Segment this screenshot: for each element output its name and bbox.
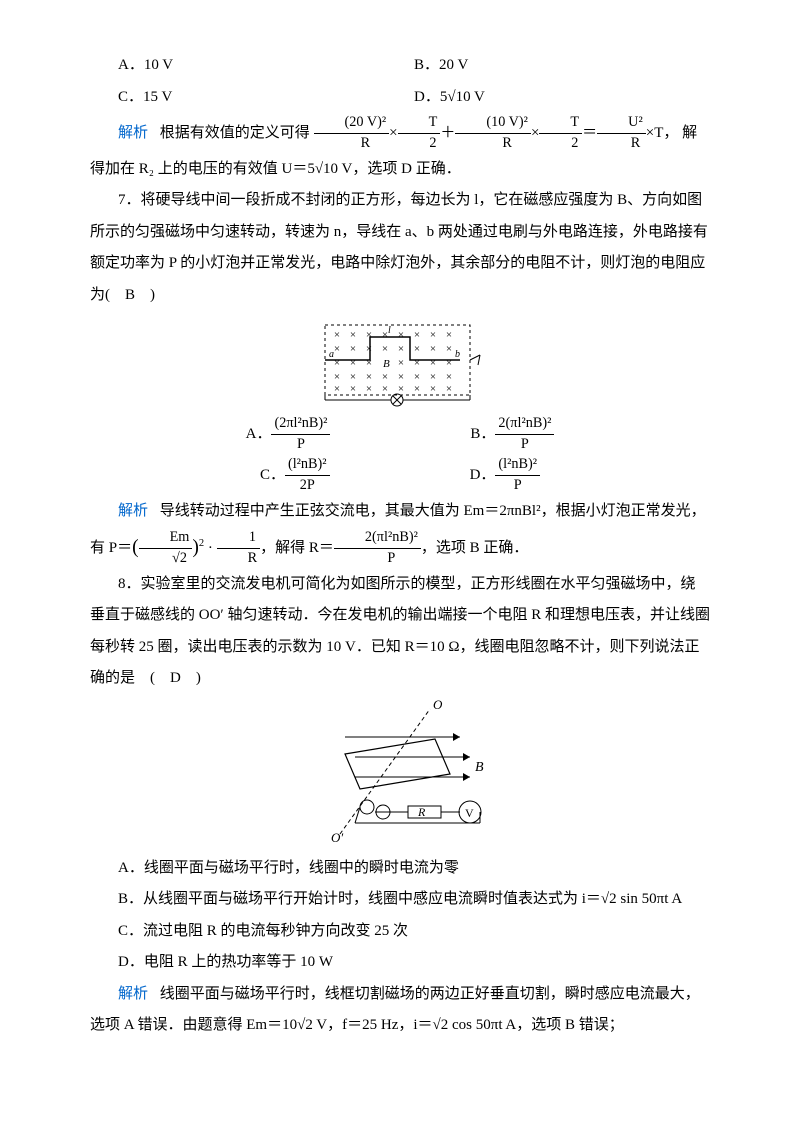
svg-text:×: × (366, 357, 372, 369)
svg-text:×: × (350, 329, 356, 341)
svg-text:×: × (350, 357, 356, 369)
svg-text:×: × (398, 383, 404, 395)
q8-figure: O O′ B R V (305, 699, 495, 849)
svg-text:B: B (383, 358, 390, 370)
svg-text:×: × (414, 329, 420, 341)
svg-text:B: B (475, 760, 484, 775)
svg-text:×: × (334, 371, 340, 383)
svg-text:×: × (366, 329, 372, 341)
svg-text:×: × (350, 383, 356, 395)
q7-options-row1: A． (2πl²nB)² P B． 2(πl²nB)² P (90, 414, 710, 455)
q6-options-row2: C．15 V D．5√10 V (118, 82, 710, 114)
jiexi-label: 解析 (118, 125, 148, 141)
svg-text:×: × (366, 371, 372, 383)
svg-text:×: × (414, 371, 420, 383)
svg-text:R: R (417, 805, 426, 819)
q6-option-c: C．15 V (118, 82, 414, 114)
svg-text:×: × (334, 357, 340, 369)
q7-figure: ×××××××× ×××××××× ××××××× ×××××××× ×××××… (315, 315, 485, 410)
svg-text:×: × (446, 357, 452, 369)
svg-text:l: l (388, 325, 391, 336)
q7-options-row2: C． (l²nB)² 2P D． (l²nB)² P (90, 455, 710, 496)
q6-frac1: (20 V)² R (314, 113, 390, 154)
svg-text:×: × (398, 371, 404, 383)
q7-jiexi: 解析 导线转动过程中产生正弦交流电，其最大值为 Em＝2πnBl²，根据小灯泡正… (90, 496, 710, 568)
svg-text:b: b (455, 349, 460, 360)
svg-text:×: × (446, 329, 452, 341)
q7-option-c: C． (l²nB)² 2P (260, 455, 330, 496)
svg-text:×: × (334, 343, 340, 355)
svg-text:×: × (430, 357, 436, 369)
svg-text:×: × (430, 343, 436, 355)
svg-text:V: V (465, 806, 474, 820)
svg-text:×: × (398, 357, 404, 369)
jiexi-label: 解析 (118, 503, 148, 519)
svg-text:×: × (382, 383, 388, 395)
svg-text:O′: O′ (331, 830, 343, 845)
svg-text:×: × (398, 329, 404, 341)
svg-text:×: × (446, 383, 452, 395)
q8-option-c: C．流过电阻 R 的电流每秒钟方向改变 25 次 (90, 916, 710, 948)
jiexi-label: 解析 (118, 986, 148, 1002)
svg-text:×: × (334, 329, 340, 341)
svg-text:×: × (382, 343, 388, 355)
q8-text: 8．实验室里的交流发电机可简化为如图所示的模型，正方形线圈在水平匀强磁场中，绕垂… (90, 569, 710, 695)
svg-text:×: × (414, 383, 420, 395)
svg-text:×: × (366, 383, 372, 395)
q8-option-d: D．电阻 R 上的热功率等于 10 W (90, 947, 710, 979)
q6-option-d: D．5√10 V (414, 82, 710, 114)
svg-text:×: × (414, 343, 420, 355)
q7-option-b: B． 2(πl²nB)² P (470, 414, 554, 455)
q8-option-b: B．从线圈平面与磁场平行开始计时，线圈中感应电流瞬时值表达式为 i＝√2 sin… (90, 884, 710, 916)
svg-text:×: × (334, 383, 340, 395)
svg-text:×: × (382, 371, 388, 383)
q7-option-d: D． (l²nB)² P (470, 455, 540, 496)
svg-text:×: × (414, 357, 420, 369)
svg-text:×: × (430, 383, 436, 395)
q7-text: 7．将硬导线中间一段折成不封闭的正方形，每边长为 l，它在磁感应强度为 B、方向… (90, 185, 710, 311)
q6-option-a: A．10 V (118, 50, 414, 82)
svg-text:×: × (446, 371, 452, 383)
q6-jiexi-prefix: 根据有效值的定义可得 (160, 125, 310, 141)
q8-option-a: A．线圈平面与磁场平行时，线圈中的瞬时电流为零 (90, 853, 710, 885)
q6-option-b: B．20 V (414, 50, 710, 82)
q8-jiexi: 解析 线圈平面与磁场平行时，线框切割磁场的两边正好垂直切割，瞬时感应电流最大，选… (90, 979, 710, 1042)
svg-text:a: a (329, 349, 334, 360)
svg-text:×: × (430, 371, 436, 383)
svg-text:O: O (433, 699, 443, 712)
svg-text:×: × (350, 343, 356, 355)
q6-jiexi: 解析 根据有效值的定义可得 (20 V)² R × T 2 ＋ (10 V)² … (90, 113, 710, 185)
svg-text:×: × (430, 329, 436, 341)
svg-text:×: × (350, 371, 356, 383)
svg-text:×: × (398, 343, 404, 355)
svg-text:×: × (366, 343, 372, 355)
q6-options-row1: A．10 V B．20 V (118, 50, 710, 82)
svg-text:×: × (446, 343, 452, 355)
q7-option-a: A． (2πl²nB)² P (246, 414, 331, 455)
